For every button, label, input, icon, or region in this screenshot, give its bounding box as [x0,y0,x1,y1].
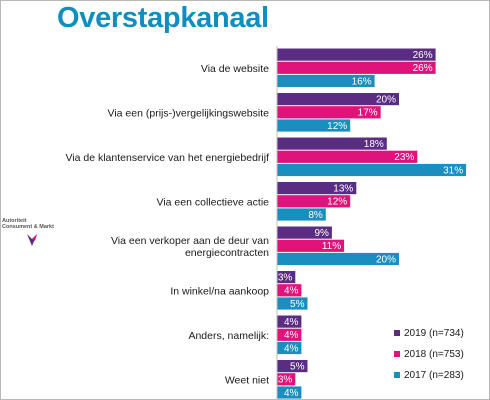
category-label: Via de website [201,63,269,75]
data-label: 3% [278,375,293,386]
data-label: 17% [358,108,378,119]
bar [277,163,467,177]
data-label: 20% [376,95,396,106]
legend-label: 2018 (n=753) [404,349,464,360]
bar [277,360,308,373]
category-label: energiecontracten [185,247,269,259]
data-label: 16% [352,76,372,87]
legend-swatch [394,330,400,336]
data-label: 5% [290,362,305,373]
data-label: 23% [394,152,414,163]
legend-swatch [394,372,400,378]
legend-swatch [394,351,400,357]
data-label: 20% [376,254,396,265]
bar [277,137,387,150]
data-label: 8% [308,210,323,221]
data-label: 12% [327,197,347,208]
logo-line-2: Consument & Markt [2,224,54,230]
bar [277,195,351,208]
bar [277,182,357,195]
bar [277,150,418,163]
bar [277,341,302,355]
bar [277,271,296,284]
data-label: 31% [443,165,463,176]
data-label: 5% [290,299,305,310]
bar [277,119,351,132]
data-label: 26% [413,50,433,61]
bar [277,252,399,266]
bar [277,328,302,341]
data-label: 4% [284,343,299,354]
data-label: 3% [278,273,293,284]
category-label: Weet niet [225,374,269,386]
bar [277,48,436,61]
data-label: 4% [284,286,299,297]
data-label: 9% [314,228,329,239]
data-label: 18% [364,139,384,150]
bar [277,226,332,239]
chart-title: Overstapkanaal [57,2,269,34]
data-label: 26% [413,63,433,74]
data-label: 12% [327,121,347,132]
category-label: Via een (prijs-)vergelijkingswebsite [108,107,270,119]
data-label: 4% [284,388,299,399]
category-label: Via een verkoper aan de deur van [111,235,269,247]
category-label: Via de klantenservice van het energiebed… [65,152,269,164]
category-label: Anders, namelijk: [188,330,269,342]
data-label: 4% [284,317,299,328]
bar [277,106,381,119]
bar [277,284,302,297]
bar [277,239,345,252]
acm-logo: Autoriteit Consument & Markt [2,218,56,246]
data-label: 13% [333,184,353,195]
logo-mark-icon [27,234,37,246]
legend-label: 2019 (n=734) [404,328,464,339]
category-label: In winkel/na aankoop [170,285,269,297]
bar [277,315,302,328]
category-label: Via een collectieve actie [157,196,270,208]
bar [277,61,436,74]
bar [277,373,296,386]
bar [277,386,302,399]
legend-label: 2017 (n=283) [404,370,464,381]
logo-line-1: Autoriteit [2,218,27,224]
data-label: 11% [322,241,341,252]
bar [277,93,399,106]
bar [277,74,375,88]
data-label: 4% [284,330,299,341]
bar [277,297,308,310]
bar [277,208,326,221]
